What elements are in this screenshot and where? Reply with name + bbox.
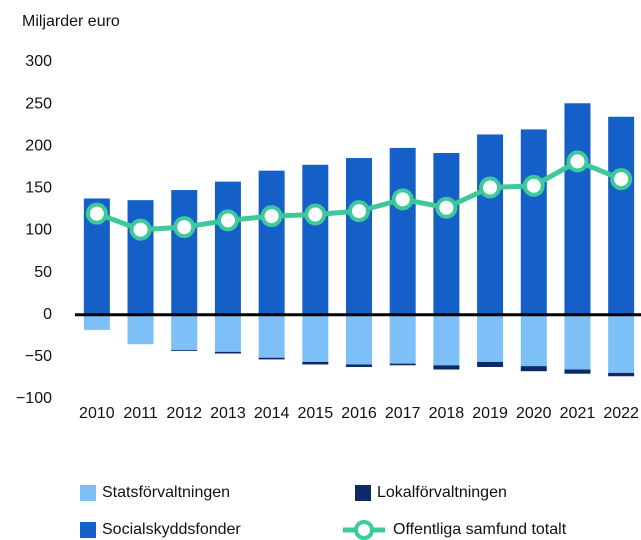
line-marker: [391, 188, 414, 211]
x-tick-label: 2011: [123, 405, 158, 422]
x-tick-label: 2018: [429, 405, 465, 422]
line-marker: [348, 200, 370, 223]
bar: [477, 314, 504, 362]
y-tick-label: −50: [25, 348, 52, 365]
x-tick-label: 2016: [341, 405, 377, 422]
bar: [346, 314, 372, 365]
y-axis-label: Miljarder euro: [22, 13, 120, 30]
bar: [389, 314, 416, 364]
bar: [171, 350, 198, 351]
x-tick-label: 2015: [298, 405, 334, 422]
bar: [477, 134, 504, 315]
bar: [214, 181, 241, 315]
bar: [346, 158, 372, 315]
y-tick-label: 100: [25, 222, 52, 239]
y-tick-label: −100: [16, 390, 52, 407]
bar: [564, 369, 591, 374]
bar: [258, 314, 285, 358]
bar: [127, 200, 154, 315]
x-tick-label: 2020: [516, 405, 552, 422]
bar: [302, 314, 329, 362]
bar: [608, 116, 635, 315]
line-marker: [435, 196, 458, 219]
bar: [608, 314, 635, 373]
x-tick-label: 2012: [166, 405, 202, 422]
bar: [346, 364, 372, 367]
bar: [302, 361, 329, 365]
x-tick-label: 2010: [79, 405, 115, 422]
y-tick-label: 50: [34, 264, 52, 281]
line-marker: [304, 203, 327, 226]
bar: [608, 372, 635, 377]
legend-label: Statsförvaltningen: [102, 484, 230, 501]
bar: [389, 147, 416, 315]
bar: [564, 103, 591, 315]
line-marker: [610, 168, 633, 191]
bar: [171, 314, 198, 351]
bar: [214, 314, 241, 352]
bar: [127, 314, 154, 345]
x-tick-label: 2021: [560, 405, 596, 422]
bar: [258, 357, 285, 360]
line-marker: [173, 216, 196, 239]
y-tick-label: 250: [25, 95, 52, 112]
x-tick-label: 2013: [210, 405, 246, 422]
bar: [214, 351, 241, 354]
line-marker: [566, 150, 589, 173]
bar: [520, 366, 547, 372]
y-tick-label: 0: [43, 306, 52, 323]
x-tick-label: 2019: [472, 405, 508, 422]
x-tick-label: 2017: [385, 405, 421, 422]
y-tick-label: 150: [25, 180, 52, 197]
y-tick-label: 200: [25, 137, 52, 154]
legend-label: Offentliga samfund totalt: [393, 521, 567, 538]
x-tick-label: 2022: [603, 405, 639, 422]
bar: [520, 129, 547, 315]
bar: [389, 363, 416, 366]
legend-label: Lokalförvaltningen: [377, 484, 507, 501]
bar: [520, 314, 547, 367]
bar: [433, 365, 460, 370]
line-marker: [129, 218, 152, 241]
legend-label: Socialskyddsfonder: [102, 521, 241, 538]
legend-marker: [354, 520, 374, 540]
legend-swatch: [80, 522, 96, 538]
bar: [258, 170, 285, 315]
legend-swatch: [80, 485, 96, 501]
line-marker: [260, 205, 283, 228]
bar: [433, 314, 460, 366]
line-marker: [216, 209, 239, 232]
bar: [433, 152, 460, 315]
y-tick-label: 300: [25, 53, 52, 70]
bar: [83, 314, 110, 330]
bar: [171, 190, 198, 315]
bar: [302, 164, 329, 315]
bar: [564, 314, 591, 370]
x-tick-label: 2014: [254, 405, 290, 422]
bar: [477, 361, 504, 367]
legend-swatch: [355, 485, 371, 501]
line-marker: [479, 176, 502, 199]
line-marker: [522, 174, 545, 197]
line-marker: [85, 202, 108, 225]
